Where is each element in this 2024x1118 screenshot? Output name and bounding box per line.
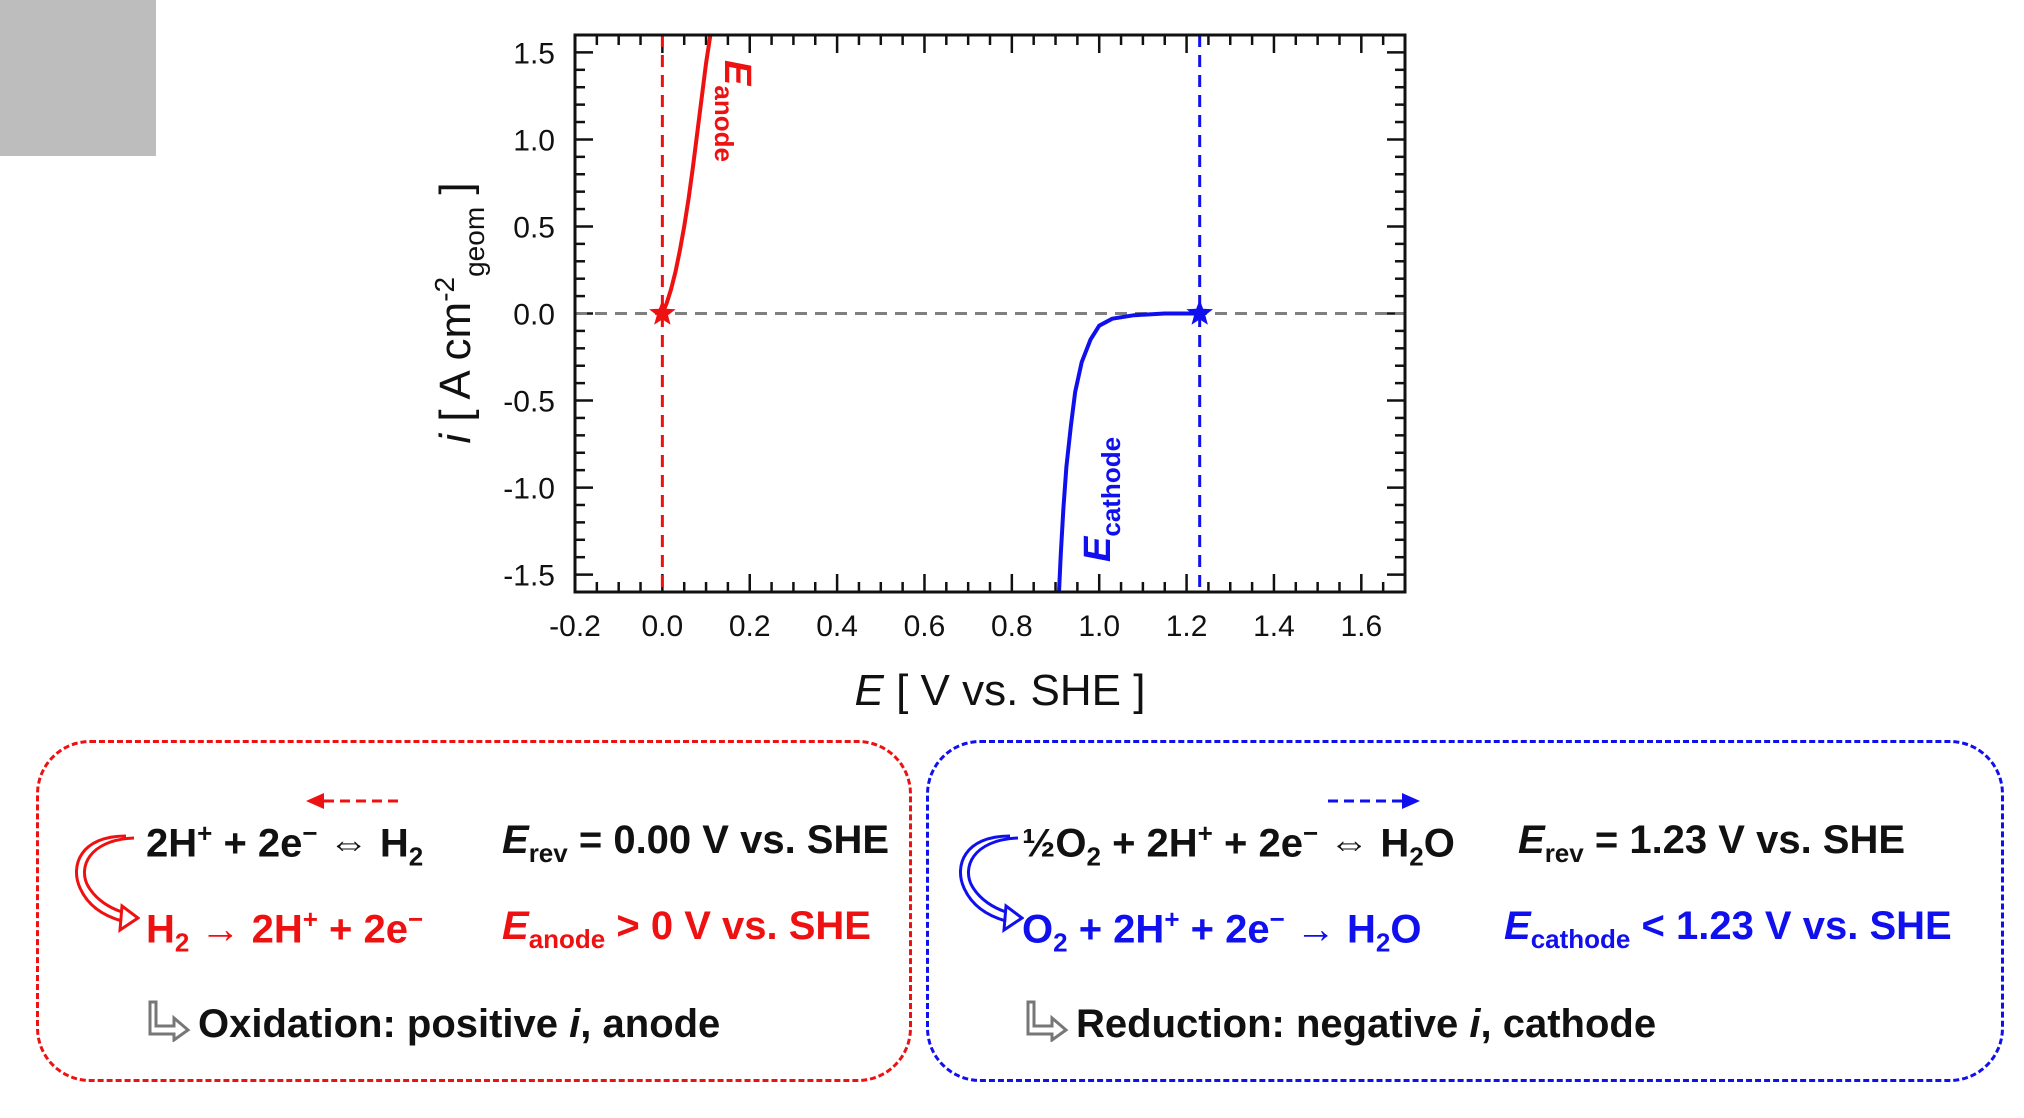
cathode-summary: Reduction: negative i, cathode: [1076, 1002, 1657, 1046]
anode-reversible-potential: Erev = 0.00 V vs. SHE: [502, 818, 890, 868]
cathode-potential-condition: Ecathode < 1.23 V vs. SHE: [1504, 904, 1952, 954]
x-tick-label: -0.2: [549, 610, 601, 643]
y-tick-label: 0.5: [513, 211, 555, 244]
y-tick-label: 1.5: [513, 37, 555, 70]
y-tick-label: -1.5: [503, 560, 555, 593]
cathode-reduction-equation: O2 + 2H+ + 2e− → H2O: [1022, 904, 1422, 958]
y-axis-title: i [ A cm-2geom ]: [429, 182, 490, 443]
x-tick-label: 1.2: [1166, 610, 1208, 643]
anode-potential-condition: Eanode > 0 V vs. SHE: [502, 904, 871, 954]
anode-star-marker: [649, 299, 676, 325]
forward-direction-arrow-icon: [1328, 793, 1420, 809]
cathode-star-marker: [1186, 299, 1213, 325]
curved-arrow-icon-cathode: [959, 834, 1024, 933]
cathode-reversible-potential: Erev = 1.23 V vs. SHE: [1518, 818, 1906, 868]
x-axis-title: E [ V vs. SHE ]: [855, 666, 1146, 715]
y-tick-label: -1.0: [503, 473, 555, 506]
hook-arrow-icon-anode: [148, 1000, 191, 1042]
polarization-chart: -0.2 0.0 0.2 0.4 0.6 0.8 1.0 1.2 1.4 1.6 1.5 1.0 0.…: [429, 33, 1407, 715]
reverse-direction-arrow-icon: [306, 793, 398, 809]
plot-frame: [573, 33, 1407, 594]
curve-label-cathode: Ecathode: [1077, 437, 1126, 562]
x-tick-label: 0.4: [816, 610, 858, 643]
gray-placeholder-box: [0, 0, 156, 156]
anode-equilibrium-equation: 2H+ + 2e− ⇔ H2: [146, 818, 424, 872]
anode-summary: Oxidation: positive i, anode: [198, 1002, 721, 1046]
y-tick-labels: 1.5 1.0 0.5 0.0 -0.5 -1.0 -1.5: [503, 37, 555, 592]
curve-label-anode: Eanode: [709, 60, 758, 162]
cathode-curve: [1057, 311, 1200, 593]
anode-oxidation-equation: H2 → 2H+ + 2e−: [146, 904, 424, 958]
x-tick-label: 1.0: [1078, 610, 1120, 643]
x-tick-label: 0.8: [991, 610, 1033, 643]
y-tick-label: 0.0: [513, 299, 555, 332]
y-tick-label: 1.0: [513, 124, 555, 157]
curved-arrow-icon-anode: [75, 834, 140, 933]
x-tick-label: 1.6: [1340, 610, 1382, 643]
cathode-equilibrium-equation: ½O2 + 2H+ + 2e− ⇔ H2O: [1022, 818, 1455, 872]
hook-arrow-icon-cathode: [1026, 1000, 1069, 1042]
x-tick-label: 0.2: [729, 610, 771, 643]
x-tick-label: 1.4: [1253, 610, 1295, 643]
anode-curve: [660, 34, 713, 315]
x-tick-labels: -0.2 0.0 0.2 0.4 0.6 0.8 1.0 1.2 1.4 1.6: [549, 610, 1382, 643]
x-tick-label: 0.0: [642, 610, 684, 643]
curves: [660, 34, 1200, 593]
cathode-reaction-panel: [926, 740, 2004, 1082]
y-tick-label: -0.5: [503, 386, 555, 419]
markers: [649, 299, 1213, 325]
x-tick-label: 0.6: [904, 610, 946, 643]
anode-reaction-panel: [36, 740, 912, 1082]
reference-lines: [575, 35, 1405, 592]
